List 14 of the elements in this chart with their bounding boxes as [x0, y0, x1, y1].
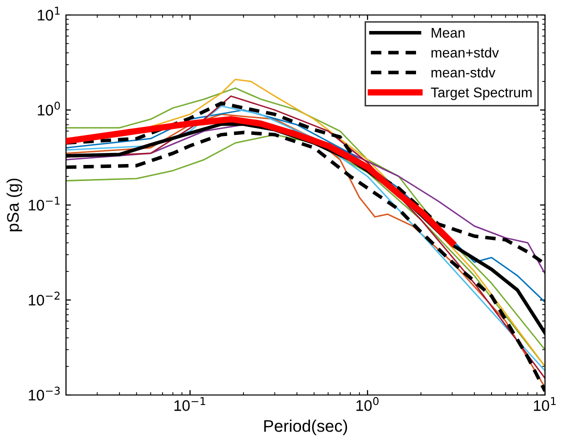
x-tick-label: 10$^{−1}$	[174, 397, 206, 411]
legend-label: Target Spectrum	[430, 88, 532, 100]
legend-label: Mean	[432, 28, 464, 38]
y-tick-label: 10$^{−2}$	[28, 292, 60, 306]
x-axis-title: Period(sec)	[264, 420, 348, 436]
legend-label: mean-stdv	[432, 67, 496, 78]
y-tick-label: 10$^{1}$	[38, 6, 60, 21]
legend-label: mean+stdv	[432, 47, 499, 58]
x-tick-label: 10$^{0}$	[356, 397, 379, 411]
y-tick-label: 10$^{−3}$	[28, 386, 60, 401]
y-tick-label: 10$^{0}$	[38, 102, 60, 116]
y-tick-label: 10$^{−1}$	[28, 196, 60, 211]
y-axis-title: pSa (g)	[6, 178, 22, 232]
x-tick-label: 10$^{1}$	[534, 397, 556, 411]
